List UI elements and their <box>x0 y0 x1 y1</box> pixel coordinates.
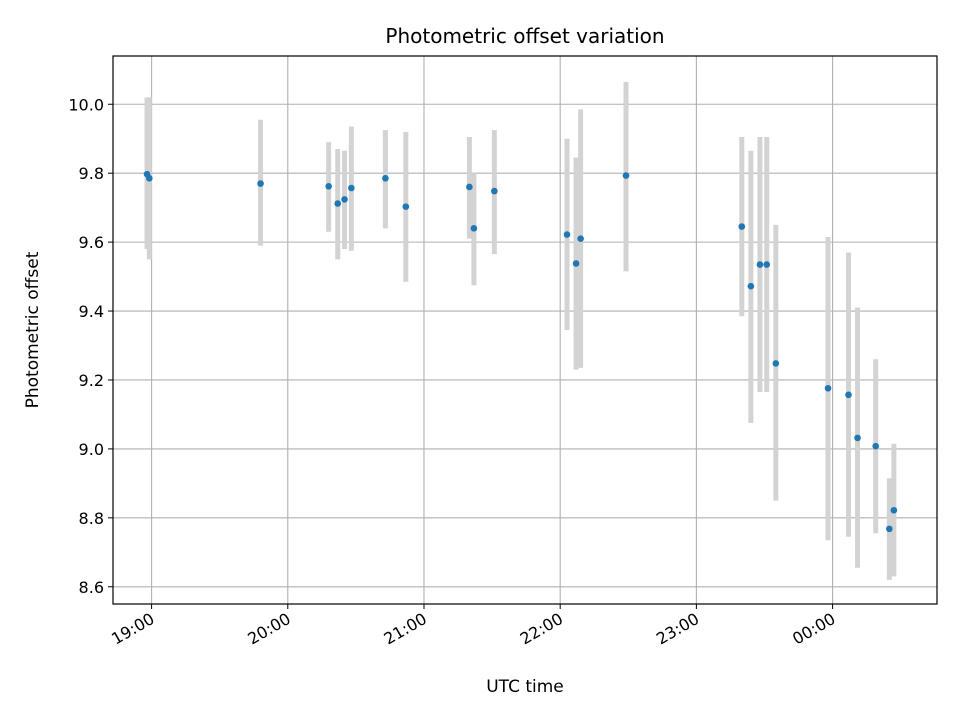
data-point <box>772 360 780 367</box>
y-axis-label: Photometric offset <box>23 251 43 408</box>
data-point <box>382 175 389 182</box>
plot-frame <box>112 55 938 605</box>
y-tick-label: 8.6 <box>79 578 104 597</box>
data-point <box>738 223 746 230</box>
y-tick-label: 8.8 <box>79 509 104 528</box>
data-point <box>491 187 498 195</box>
data-point <box>763 261 771 268</box>
y-axis: 8.6 8.8 9.0 9.2 9.4 9.6 9.8 10.0 <box>68 95 113 597</box>
plot-area <box>112 55 938 605</box>
data-point <box>886 525 893 533</box>
data-point <box>747 282 755 290</box>
y-tick-label: 10.0 <box>68 95 104 114</box>
chart-title: Photometric offset variation <box>385 24 664 48</box>
data-point <box>572 260 580 267</box>
data-point <box>824 384 832 392</box>
data-point <box>622 172 630 179</box>
data-point <box>341 196 348 203</box>
y-tick-label: 9.6 <box>79 233 104 252</box>
y-tick-label: 9.2 <box>79 371 104 390</box>
data-point <box>890 506 898 514</box>
data-point <box>325 182 332 190</box>
data-point <box>348 184 355 192</box>
x-axis-label: UTC time <box>486 677 564 697</box>
data-point <box>257 180 264 187</box>
data-point <box>563 231 571 238</box>
data-point <box>146 175 153 182</box>
data-point <box>466 183 473 191</box>
data-point <box>334 200 342 207</box>
data-point <box>470 225 478 232</box>
data-point <box>402 203 410 210</box>
data-point <box>872 442 880 450</box>
y-tick-label: 9.0 <box>79 440 104 459</box>
plot-background <box>113 56 937 604</box>
data-point <box>577 235 584 242</box>
data-points <box>143 170 898 533</box>
data-point <box>845 391 852 399</box>
data-point <box>854 434 861 442</box>
y-tick-label: 9.8 <box>79 164 104 183</box>
data-point <box>756 261 764 268</box>
y-tick-label: 9.4 <box>79 302 104 321</box>
